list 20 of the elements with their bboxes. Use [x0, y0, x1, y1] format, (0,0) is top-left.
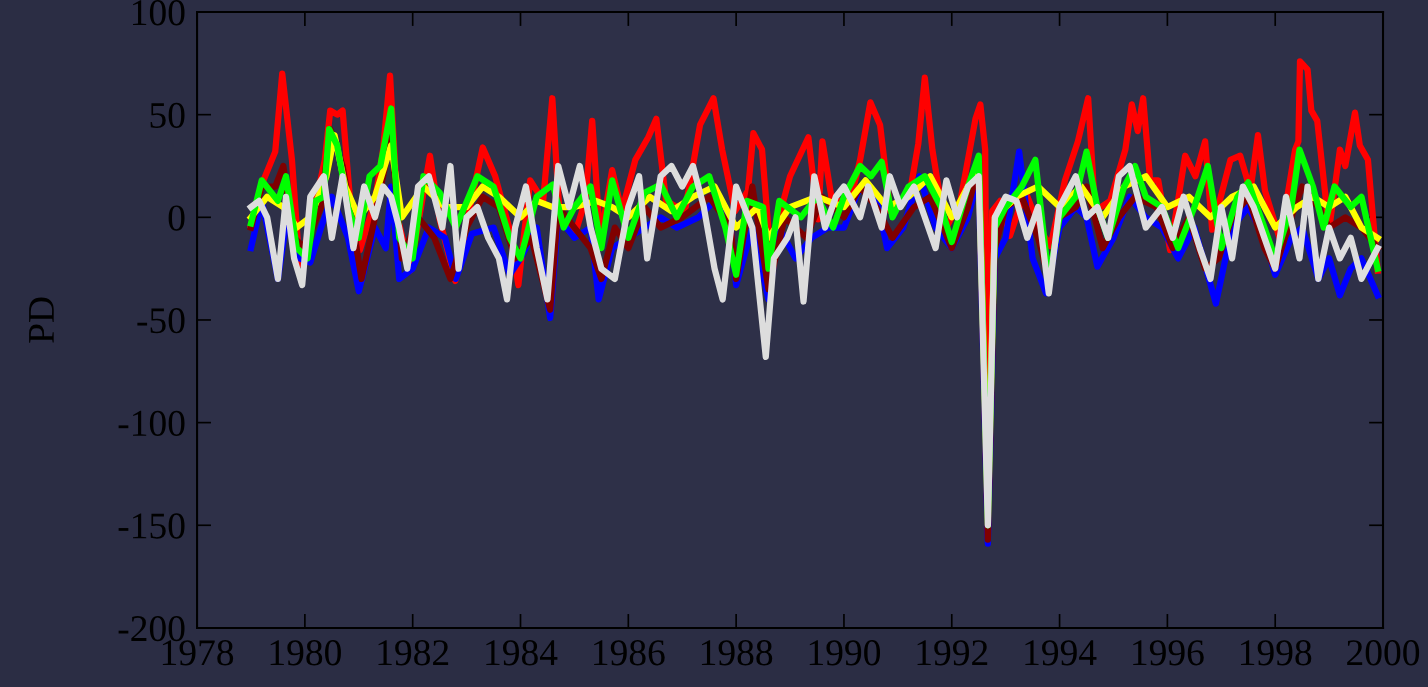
x-tick-label: 1990 [809, 640, 881, 666]
x-tick-label: 1984 [486, 640, 558, 666]
x-tick-label: 2000 [1347, 640, 1420, 666]
x-tick-label: 1978 [162, 640, 234, 666]
x-tick-label: 1998 [1241, 640, 1312, 666]
x-tick-label: 1996 [1133, 640, 1204, 666]
y-axis-title: PD [29, 297, 54, 343]
y-tick-label: -100 [118, 410, 185, 436]
x-tick-label: 1994 [1025, 640, 1097, 666]
y-tick-label: 100 [133, 0, 185, 26]
x-tick-label: 1982 [378, 640, 449, 666]
x-tick-label: 1986 [594, 640, 665, 666]
y-tick-label: -150 [118, 513, 185, 539]
x-tick-label: 1992 [917, 640, 988, 666]
y-tick-label: 50 [150, 102, 185, 129]
x-tick-label: 1980 [270, 640, 341, 666]
x-tick-label: 1988 [701, 640, 773, 666]
y-tick-label: 0 [168, 205, 185, 231]
y-tick-label: -50 [137, 308, 185, 334]
y-tick-label: -200 [118, 615, 185, 642]
